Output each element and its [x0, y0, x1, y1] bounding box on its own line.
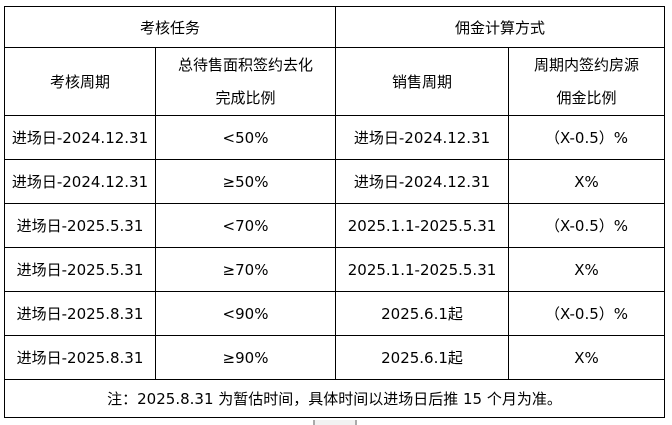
- cell-completion-ratio: <50%: [154, 115, 337, 160]
- header-commission-method: 佣金计算方式: [335, 6, 666, 48]
- header-commission-ratio-line1: 周期内签约房源: [534, 55, 640, 74]
- horizontal-scrollbar-thumb[interactable]: [313, 420, 357, 425]
- cell-commission-ratio: X%: [508, 159, 666, 204]
- cell-commission-ratio: X%: [508, 247, 666, 292]
- cell-commission-ratio: X%: [508, 335, 666, 380]
- cell-commission-ratio: （X-0.5）%: [508, 115, 666, 160]
- cell-completion-ratio: ≥70%: [154, 247, 337, 292]
- header-row-sub: 考核周期 总待售面积签约去化 完成比例 销售周期 周期内签约房源 佣金比例: [4, 47, 666, 116]
- note-row: 注：2025.8.31 为暂估时间，具体时间以进场日后推 15 个月为准。: [3, 379, 666, 418]
- header-assessment-task: 考核任务: [3, 6, 337, 48]
- cell-sales-period: 2025.6.1起: [335, 291, 510, 336]
- footnote-text: 注：2025.8.31 为暂估时间，具体时间以进场日后推 15 个月为准。: [3, 379, 666, 418]
- cell-assessment-period: 进场日-2025.8.31: [4, 291, 156, 336]
- header-row-top: 考核任务 佣金计算方式: [3, 6, 666, 48]
- table-row: 进场日-2025.5.31 <70% 2025.1.1-2025.5.31 （X…: [4, 203, 666, 248]
- cell-completion-ratio: <70%: [154, 203, 337, 248]
- cell-sales-period: 2025.6.1起: [335, 335, 510, 380]
- header-completion-ratio-line2: 完成比例: [215, 88, 276, 107]
- cell-assessment-period: 进场日-2024.12.31: [4, 115, 156, 160]
- cell-sales-period: 2025.1.1-2025.5.31: [335, 247, 510, 292]
- header-commission-ratio-line2: 佣金比例: [556, 88, 617, 107]
- cell-assessment-period: 进场日-2025.8.31: [4, 335, 156, 380]
- table-row: 进场日-2024.12.31 ≥50% 进场日-2024.12.31 X%: [4, 159, 666, 204]
- header-sales-period: 销售周期: [335, 47, 510, 116]
- header-completion-ratio: 总待售面积签约去化 完成比例: [154, 47, 337, 116]
- cell-completion-ratio: ≥90%: [154, 335, 337, 380]
- cell-commission-ratio: （X-0.5）%: [508, 291, 666, 336]
- cell-assessment-period: 进场日-2025.5.31: [4, 203, 156, 248]
- cell-assessment-period: 进场日-2025.5.31: [4, 247, 156, 292]
- table-row: 进场日-2025.8.31 <90% 2025.6.1起 （X-0.5）%: [4, 291, 666, 336]
- cell-completion-ratio: <90%: [154, 291, 337, 336]
- header-commission-ratio: 周期内签约房源 佣金比例: [508, 47, 666, 116]
- cell-sales-period: 2025.1.1-2025.5.31: [335, 203, 510, 248]
- header-completion-ratio-line1: 总待售面积签约去化: [178, 55, 314, 74]
- header-assessment-period: 考核周期: [4, 47, 156, 116]
- table-row: 进场日-2025.5.31 ≥70% 2025.1.1-2025.5.31 X%: [4, 247, 666, 292]
- cell-commission-ratio: （X-0.5）%: [508, 203, 666, 248]
- cell-assessment-period: 进场日-2024.12.31: [4, 159, 156, 204]
- cell-sales-period: 进场日-2024.12.31: [335, 159, 510, 204]
- table-row: 进场日-2024.12.31 <50% 进场日-2024.12.31 （X-0.…: [4, 115, 666, 160]
- cell-completion-ratio: ≥50%: [154, 159, 337, 204]
- table-row: 进场日-2025.8.31 ≥90% 2025.6.1起 X%: [4, 335, 666, 380]
- cell-sales-period: 进场日-2024.12.31: [335, 115, 510, 160]
- commission-assessment-table: 考核任务 佣金计算方式 考核周期 总待售面积签约去化 完成比例 销售周期 周期内…: [3, 6, 666, 418]
